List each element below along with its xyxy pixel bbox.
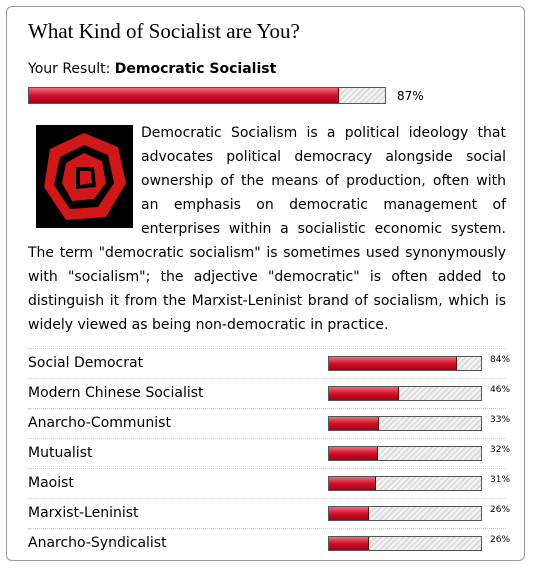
- row-name: Modern Chinese Socialist: [28, 385, 204, 401]
- result-track: [28, 87, 386, 104]
- row-track: [328, 416, 482, 431]
- result-name: Democratic Socialist: [114, 61, 277, 77]
- result-row: Modern Chinese Socialist 46%: [28, 378, 510, 409]
- result-row: Marxist-Leninist 26%: [28, 498, 510, 529]
- row-name: Anarcho-Communist: [28, 415, 171, 431]
- row-bar: [329, 357, 457, 370]
- row-pct: 32%: [490, 445, 511, 455]
- row-track: [328, 506, 482, 521]
- row-track: [328, 446, 482, 461]
- result-row: Anarcho-Syndicalist 26%: [28, 528, 510, 559]
- result-box: What Kind of Socialist are You? Your Res…: [6, 6, 525, 561]
- row-pct: 84%: [490, 355, 511, 365]
- result-row: Maoist 31%: [28, 468, 510, 499]
- row-name: Social Democrat: [28, 355, 144, 371]
- result-prefix: Your Result:: [28, 61, 111, 77]
- result-bar: [29, 88, 339, 103]
- result-row: Mutualist 32%: [28, 438, 510, 469]
- row-track: [328, 536, 482, 551]
- row-pct: 26%: [490, 505, 511, 515]
- result-row: Anarcho-Communist 33%: [28, 408, 510, 439]
- row-name: Maoist: [28, 475, 74, 491]
- result-row: Social Democrat 84%: [28, 348, 510, 379]
- row-pct: 31%: [490, 475, 511, 485]
- row-track: [328, 386, 482, 401]
- row-bar: [329, 387, 399, 400]
- row-bar: [329, 447, 378, 460]
- row-name: Anarcho-Syndicalist: [28, 535, 167, 551]
- title: What Kind of Socialist are You?: [28, 19, 300, 43]
- row-bar: [329, 507, 369, 520]
- row-track: [328, 356, 482, 371]
- row-bar: [329, 537, 369, 550]
- row-pct: 46%: [490, 385, 511, 395]
- rose-icon: [36, 125, 133, 228]
- row-name: Mutualist: [28, 445, 93, 461]
- result-pct: 87%: [397, 89, 424, 103]
- row-name: Marxist-Leninist: [28, 505, 139, 521]
- row-bar: [329, 477, 377, 490]
- row-bar: [329, 417, 380, 430]
- row-track: [328, 476, 482, 491]
- description: Democratic Socialism is a political ideo…: [28, 125, 506, 333]
- result-line: Your Result: Democratic Socialist: [28, 61, 276, 77]
- row-pct: 26%: [490, 535, 511, 545]
- row-pct: 33%: [490, 415, 511, 425]
- description-block: Democratic Socialism is a political ideo…: [28, 121, 506, 337]
